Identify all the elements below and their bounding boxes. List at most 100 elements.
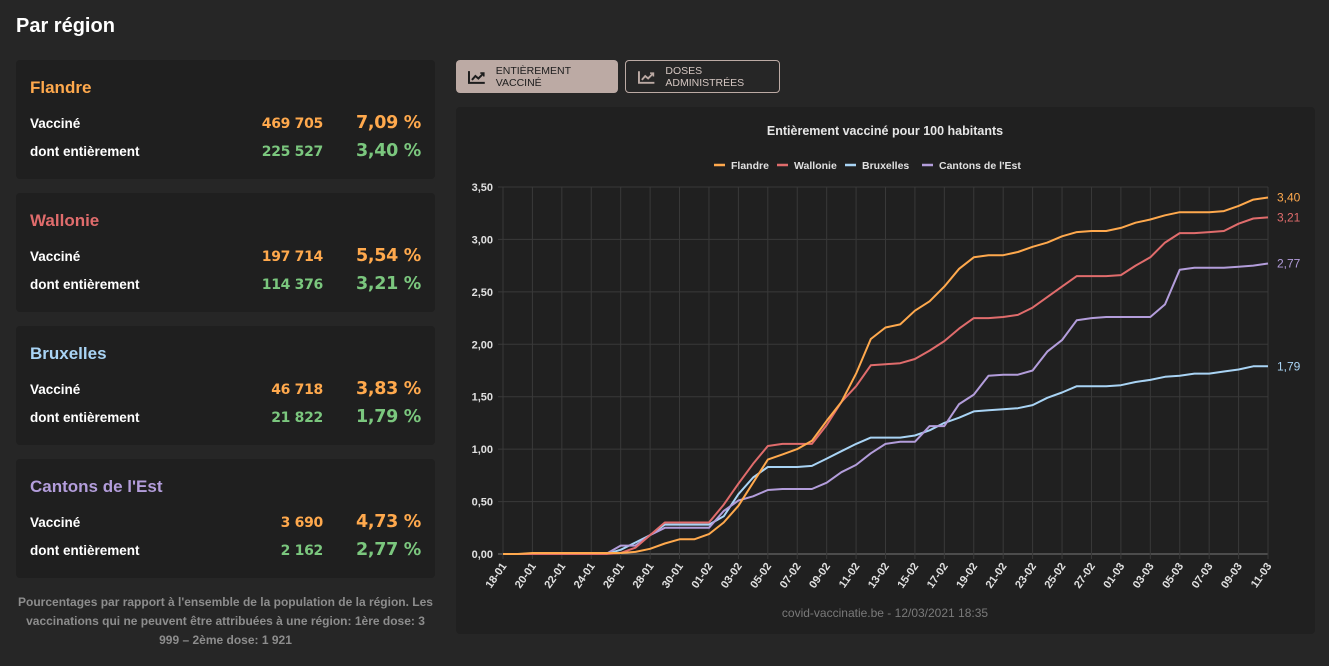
row-label: dont entièrement (30, 277, 140, 292)
chart-source: covid-vaccinatie.be - 12/03/2021 18:35 (782, 606, 988, 620)
chart-line-icon (638, 70, 655, 84)
fully-vaccinated-count: 114 376 (261, 277, 324, 293)
x-tick-label: 13-02 (866, 561, 892, 591)
x-tick-label: 26-01 (601, 561, 627, 591)
vaccinated-row: Vacciné 197 714 5,54 % (30, 246, 421, 268)
y-tick-label: 0,50 (472, 497, 493, 509)
x-tick-label: 21-02 (984, 561, 1010, 591)
end-label: 3,40 (1277, 190, 1301, 204)
x-tick-label: 07-03 (1190, 561, 1216, 591)
vaccinated-row: Vacciné 3 690 4,73 % (30, 512, 421, 534)
fully-vaccinated-row: dont entièrement 225 527 3,40 % (30, 141, 421, 163)
y-tick-label: 3,50 (472, 182, 493, 194)
tab-label: ENTIÈREMENT VACCINÉ (495, 64, 571, 89)
vaccinated-count: 3 690 (280, 515, 324, 531)
x-tick-label: 03-03 (1131, 561, 1157, 591)
y-axis: 0,00 0,50 1,00 1,50 2,00 2,50 3,00 3,50 (472, 182, 493, 561)
chart-series (503, 196, 1269, 555)
region-name: Wallonie (30, 211, 100, 230)
vaccinated-row: Vacciné 469 705 7,09 % (30, 113, 421, 135)
vaccinated-pct: 5,54 % (355, 246, 421, 266)
legend-label: Wallonie (794, 160, 837, 172)
vaccinated-count: 197 714 (261, 249, 324, 265)
series-line-cantons-de-l-est (503, 262, 1269, 555)
x-tick-label: 05-02 (748, 561, 774, 591)
fully-vaccinated-count: 2 162 (280, 543, 324, 559)
x-tick-label: 11-02 (837, 561, 863, 590)
y-tick-label: 1,00 (472, 444, 493, 456)
region-name: Cantons de l'Est (30, 477, 163, 496)
row-label: dont entièrement (30, 410, 140, 425)
x-tick-label: 30-01 (660, 561, 686, 591)
row-label: Vacciné (30, 249, 81, 264)
fully-vaccinated-pct: 2,77 % (355, 540, 421, 560)
x-tick-label: 15-02 (895, 561, 921, 591)
legend-label: Flandre (731, 160, 769, 172)
fully-vaccinated-row: dont entièrement 114 376 3,21 % (30, 274, 421, 296)
region-card-cantons-de-l-est: Cantons de l'Est Vacciné 3 690 4,73 % do… (16, 459, 435, 578)
x-tick-label: 09-02 (807, 561, 833, 591)
line-chart: Entièrement vacciné pour 100 habitants F… (472, 124, 1301, 620)
series-line-wallonie (503, 216, 1269, 555)
vaccinated-pct: 4,73 % (355, 512, 421, 532)
vaccinated-count: 469 705 (261, 116, 324, 132)
row-label: Vacciné (30, 116, 81, 131)
x-tick-label: 19-02 (954, 561, 980, 591)
x-tick-label: 27-02 (1072, 561, 1098, 591)
fully-vaccinated-pct: 3,21 % (355, 274, 421, 294)
region-card-bruxelles: Bruxelles Vacciné 46 718 3,83 % dont ent… (16, 326, 435, 445)
x-tick-label: 23-02 (1013, 561, 1039, 591)
x-tick-label: 07-02 (778, 561, 804, 591)
chart-legend: Flandre Wallonie Bruxelles Cantons de l'Est (714, 160, 1021, 172)
tab-doses-administered[interactable]: DOSES ADMINISTRÉES (625, 60, 780, 93)
row-label: dont entièrement (30, 543, 140, 558)
chart-grid (498, 186, 1269, 559)
x-tick-label: 03-02 (719, 561, 745, 591)
x-tick-label: 09-03 (1219, 561, 1245, 591)
x-tick-label: 17-02 (925, 561, 951, 591)
x-tick-label: 18-01 (483, 561, 509, 591)
legend-label: Bruxelles (862, 160, 909, 172)
end-labels: 3,40 3,21 1,79 2,77 (1277, 190, 1301, 373)
chart-card: Entièrement vacciné pour 100 habitants F… (456, 107, 1315, 634)
x-tick-label: 24-01 (572, 561, 598, 591)
x-tick-label: 05-03 (1160, 561, 1186, 591)
region-name: Flandre (30, 78, 92, 97)
tab-label: DOSES ADMINISTRÉES (665, 64, 745, 89)
end-label: 3,21 (1277, 210, 1301, 224)
end-label: 1,79 (1277, 359, 1301, 373)
x-tick-label: 20-01 (513, 561, 539, 591)
vaccinated-pct: 3,83 % (355, 379, 421, 399)
page-title: Par région (16, 15, 115, 37)
chart-title: Entièrement vacciné pour 100 habitants (767, 124, 1003, 138)
fully-vaccinated-row: dont entièrement 21 822 1,79 % (30, 407, 421, 429)
region-card-wallonie: Wallonie Vacciné 197 714 5,54 % dont ent… (16, 193, 435, 312)
y-tick-label: 2,00 (472, 339, 493, 351)
fully-vaccinated-pct: 1,79 % (355, 407, 421, 427)
fully-vaccinated-count: 21 822 (271, 410, 323, 426)
fully-vaccinated-count: 225 527 (261, 144, 324, 160)
y-tick-label: 0,00 (472, 549, 493, 561)
x-tick-label: 25-02 (1043, 561, 1069, 591)
region-card-flandre: Flandre Vacciné 469 705 7,09 % dont enti… (16, 60, 435, 179)
region-name: Bruxelles (30, 344, 107, 363)
series-line-flandre (503, 196, 1269, 555)
tab-fully-vaccinated[interactable]: ENTIÈREMENT VACCINÉ (456, 60, 618, 93)
vaccinated-count: 46 718 (271, 382, 323, 398)
x-tick-label: 28-01 (631, 561, 657, 591)
chart-line-icon (468, 70, 485, 84)
x-tick-label: 11-03 (1249, 561, 1275, 590)
fully-vaccinated-row: dont entièrement 2 162 2,77 % (30, 540, 421, 562)
x-tick-label: 01-03 (1101, 561, 1127, 591)
fully-vaccinated-pct: 3,40 % (355, 141, 421, 161)
y-tick-label: 3,00 (472, 234, 493, 246)
legend-label: Cantons de l'Est (939, 160, 1021, 172)
row-label: Vacciné (30, 382, 81, 397)
vaccinated-row: Vacciné 46 718 3,83 % (30, 379, 421, 401)
x-tick-label: 22-01 (542, 561, 568, 591)
y-tick-label: 2,50 (472, 287, 493, 299)
vaccinated-pct: 7,09 % (355, 113, 421, 133)
x-axis: 18-01 20-01 22-01 24-01 26-01 28-01 30-01 01-02… (483, 561, 1274, 591)
x-tick-label: 01-02 (689, 561, 715, 591)
row-label: Vacciné (30, 515, 81, 530)
